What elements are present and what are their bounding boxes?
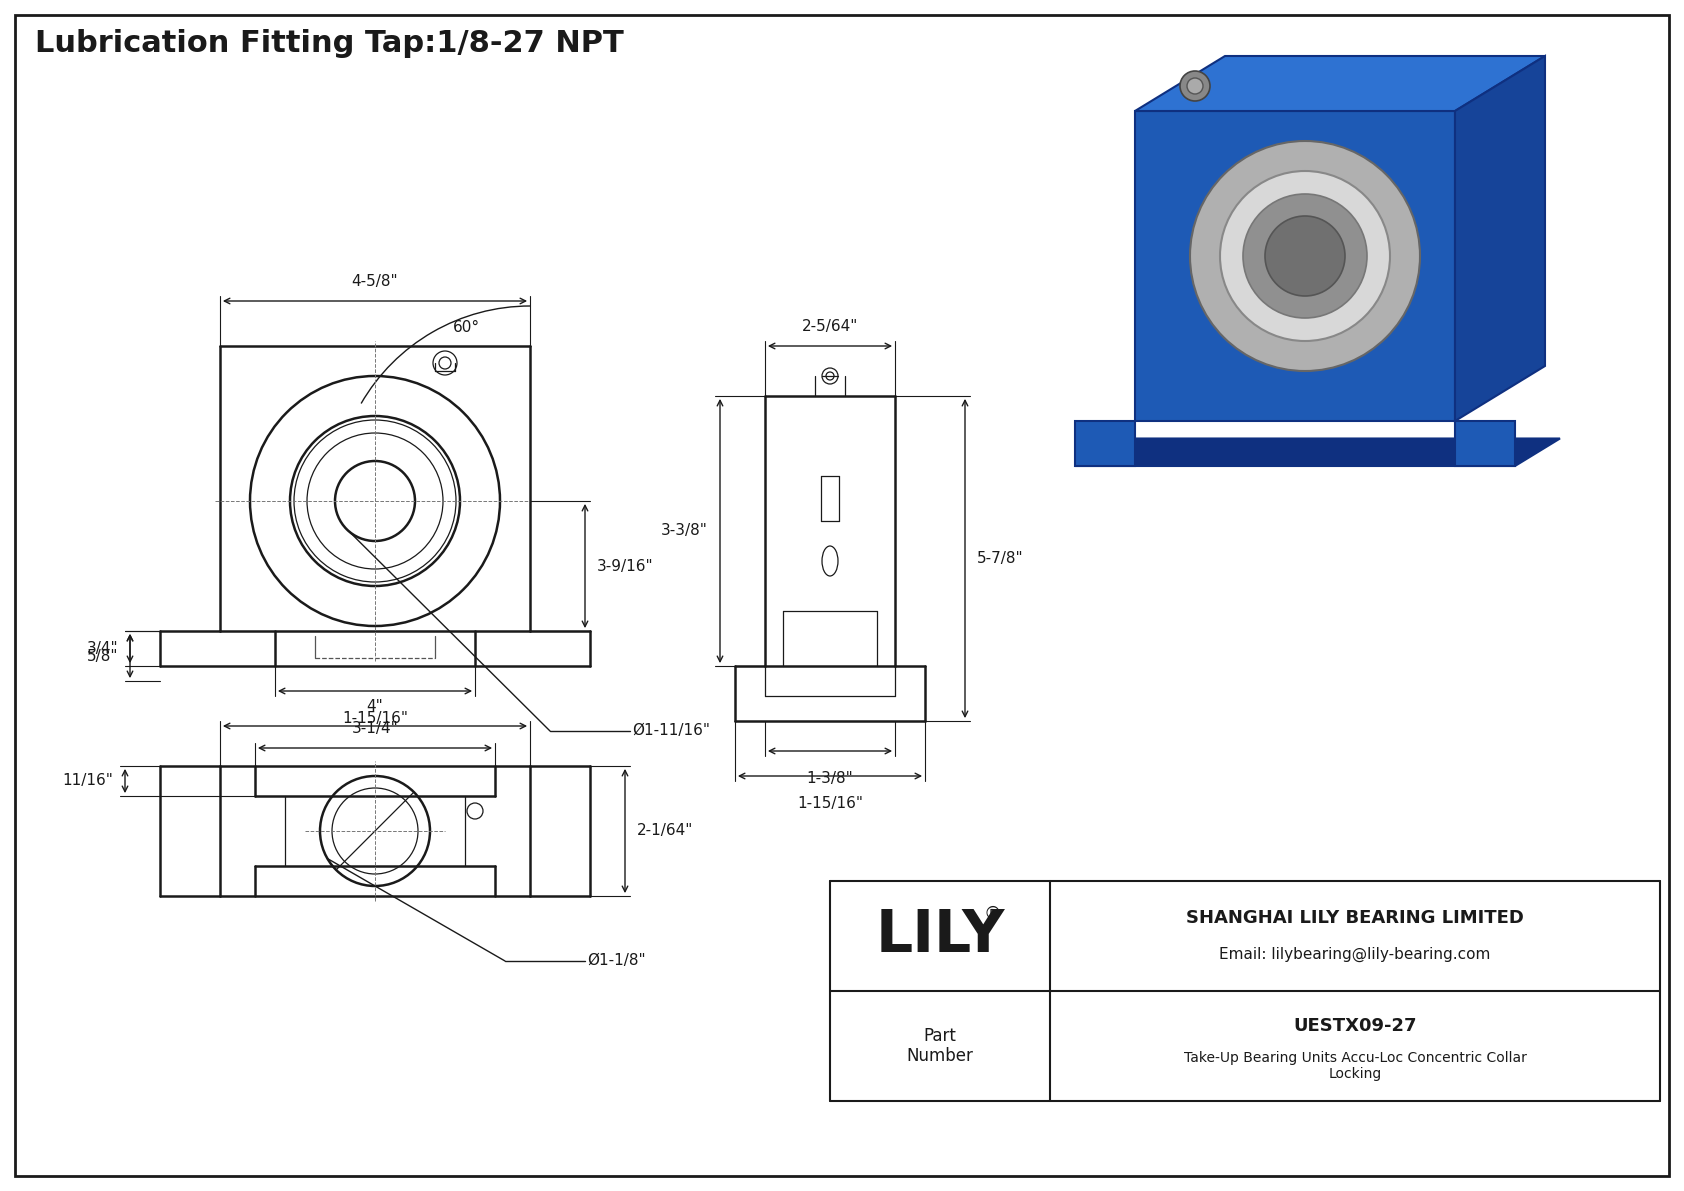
Text: Email: lilybearing@lily-bearing.com: Email: lilybearing@lily-bearing.com bbox=[1219, 947, 1490, 961]
Polygon shape bbox=[1074, 420, 1135, 466]
Circle shape bbox=[1243, 194, 1367, 318]
Circle shape bbox=[1219, 172, 1389, 341]
Text: 2-1/64": 2-1/64" bbox=[637, 823, 694, 838]
Text: 3-3/8": 3-3/8" bbox=[662, 524, 707, 538]
Text: LILY: LILY bbox=[876, 908, 1005, 965]
Text: Lubrication Fitting Tap:1/8-27 NPT: Lubrication Fitting Tap:1/8-27 NPT bbox=[35, 29, 623, 58]
Polygon shape bbox=[1074, 438, 1559, 466]
Text: 3-1/4": 3-1/4" bbox=[352, 721, 399, 736]
Text: 3/4": 3/4" bbox=[86, 641, 118, 656]
Text: 4": 4" bbox=[367, 699, 384, 713]
Polygon shape bbox=[1135, 111, 1455, 420]
Polygon shape bbox=[1135, 56, 1544, 111]
Text: 11/16": 11/16" bbox=[62, 773, 113, 788]
Text: Take-Up Bearing Units Accu-Loc Concentric Collar
Locking: Take-Up Bearing Units Accu-Loc Concentri… bbox=[1184, 1050, 1526, 1081]
Text: 60°: 60° bbox=[453, 319, 480, 335]
Text: 3-9/16": 3-9/16" bbox=[598, 559, 653, 574]
Text: ®: ® bbox=[983, 905, 1000, 923]
Text: 1-15/16": 1-15/16" bbox=[797, 796, 862, 811]
Text: Ø1-11/16": Ø1-11/16" bbox=[632, 723, 711, 738]
Text: 2-5/64": 2-5/64" bbox=[802, 319, 859, 333]
Text: 5/8": 5/8" bbox=[86, 649, 118, 663]
Text: Part
Number: Part Number bbox=[906, 1027, 973, 1066]
Circle shape bbox=[1191, 141, 1420, 372]
Circle shape bbox=[1265, 216, 1346, 297]
Circle shape bbox=[1180, 71, 1211, 101]
Text: 1-15/16": 1-15/16" bbox=[342, 711, 408, 727]
Text: 1-3/8": 1-3/8" bbox=[807, 771, 854, 786]
Text: UESTX09-27: UESTX09-27 bbox=[1293, 1017, 1416, 1035]
Polygon shape bbox=[1455, 56, 1544, 420]
Text: Ø1-1/8": Ø1-1/8" bbox=[588, 954, 645, 968]
Polygon shape bbox=[1455, 420, 1516, 466]
Text: SHANGHAI LILY BEARING LIMITED: SHANGHAI LILY BEARING LIMITED bbox=[1186, 909, 1524, 927]
Circle shape bbox=[1187, 77, 1202, 94]
Text: 5-7/8": 5-7/8" bbox=[977, 551, 1024, 566]
Text: 4-5/8": 4-5/8" bbox=[352, 274, 399, 289]
